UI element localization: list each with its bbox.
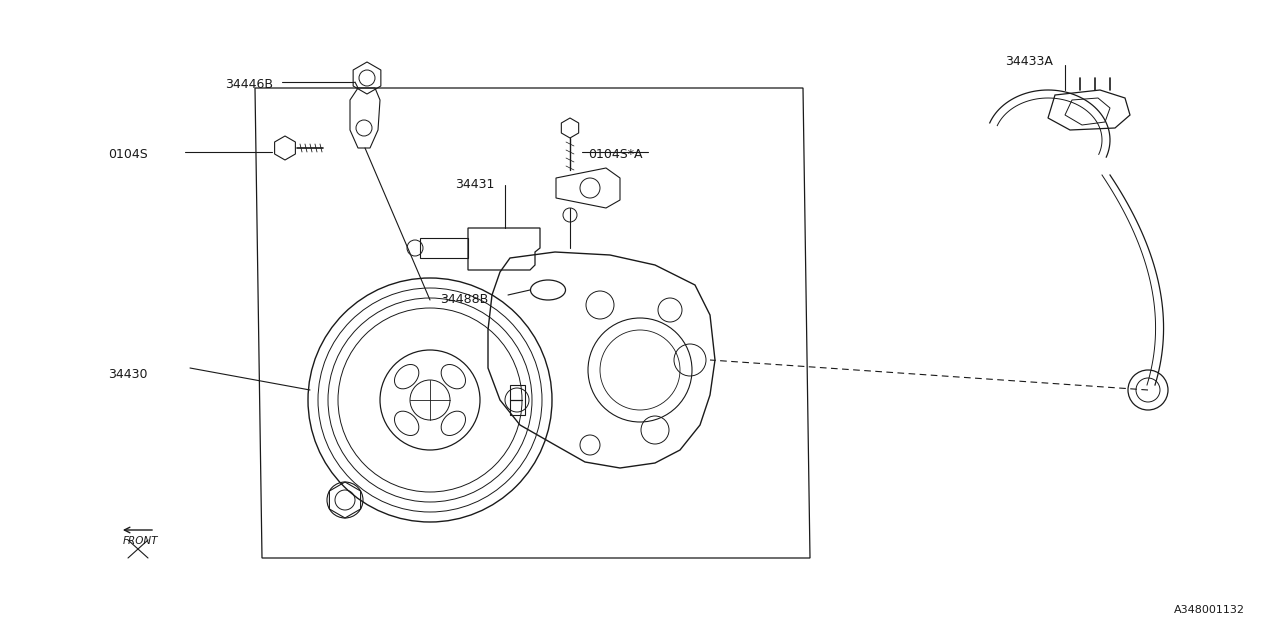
Text: FRONT: FRONT [123, 536, 159, 546]
Text: 34488B: 34488B [440, 293, 488, 306]
Text: 34431: 34431 [454, 178, 494, 191]
Text: 34430: 34430 [108, 368, 147, 381]
Text: 34433A: 34433A [1005, 55, 1053, 68]
Text: 34446B: 34446B [225, 78, 273, 91]
Text: A348001132: A348001132 [1174, 605, 1245, 615]
Text: 0104S*A: 0104S*A [588, 148, 643, 161]
Text: 0104S: 0104S [108, 148, 147, 161]
